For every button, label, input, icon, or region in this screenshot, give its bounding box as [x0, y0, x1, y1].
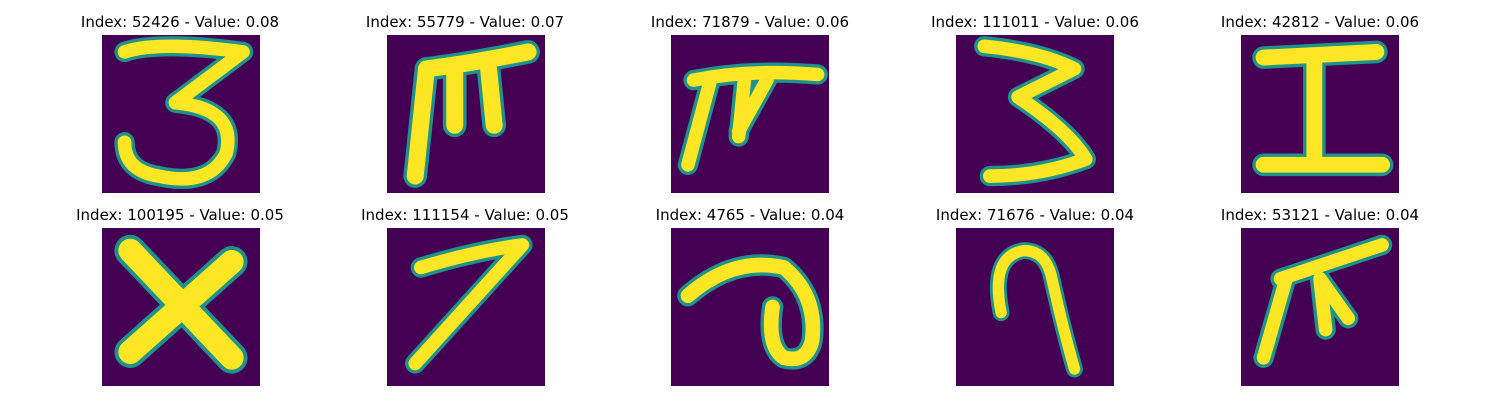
panel-title-6: Index: 100195 - Value: 0.05	[60, 205, 300, 224]
image-panel-2	[387, 35, 545, 193]
image-panel-10	[1241, 228, 1399, 386]
three-glyph-image	[102, 35, 260, 193]
panel-title-text: Index: 42812 - Value: 0.06	[1220, 13, 1420, 31]
image-panel-8	[671, 228, 829, 386]
panel-title-text: Index: 55779 - Value: 0.07	[365, 13, 565, 31]
image-panel-9	[956, 228, 1114, 386]
image-panel-7	[387, 228, 545, 386]
panel-title-10: Index: 53121 - Value: 0.04	[1200, 205, 1440, 224]
panel-title-7: Index: 111154 - Value: 0.05	[345, 205, 585, 224]
panel-title-text: Index: 71879 - Value: 0.06	[650, 13, 850, 31]
x-glyph-image	[102, 228, 260, 386]
panel-title-3: Index: 71879 - Value: 0.06	[630, 12, 870, 31]
three-glyph-image	[956, 35, 1114, 193]
image-panel-5	[1241, 35, 1399, 193]
image-panel-1	[102, 35, 260, 193]
panel-title-9: Index: 71676 - Value: 0.04	[915, 205, 1155, 224]
curl-glyph-image	[671, 228, 829, 386]
pi-like-glyph-image	[1241, 228, 1399, 386]
nine-glyph-image	[956, 228, 1114, 386]
m-glyph-image	[387, 35, 545, 193]
i-glyph-image	[1241, 35, 1399, 193]
panel-title-8: Index: 4765 - Value: 0.04	[630, 205, 870, 224]
seven-glyph-image	[387, 228, 545, 386]
panel-title-2: Index: 55779 - Value: 0.07	[345, 12, 585, 31]
panel-title-5: Index: 42812 - Value: 0.06	[1200, 12, 1440, 31]
panel-title-4: Index: 111011 - Value: 0.06	[915, 12, 1155, 31]
panel-title-text: Index: 111154 - Value: 0.05	[361, 206, 569, 224]
panel-title-1: Index: 52426 - Value: 0.08	[60, 12, 300, 31]
image-panel-3	[671, 35, 829, 193]
panel-title-text: Index: 100195 - Value: 0.05	[76, 206, 284, 224]
panel-title-text: Index: 53121 - Value: 0.04	[1220, 206, 1420, 224]
panel-title-text: Index: 52426 - Value: 0.08	[80, 13, 280, 31]
panel-title-text: Index: 71676 - Value: 0.04	[935, 206, 1135, 224]
image-panel-6	[102, 228, 260, 386]
panel-title-text: Index: 111011 - Value: 0.06	[931, 13, 1139, 31]
image-panel-4	[956, 35, 1114, 193]
panel-title-text: Index: 4765 - Value: 0.04	[655, 206, 845, 224]
pi-like-glyph-image	[671, 35, 829, 193]
